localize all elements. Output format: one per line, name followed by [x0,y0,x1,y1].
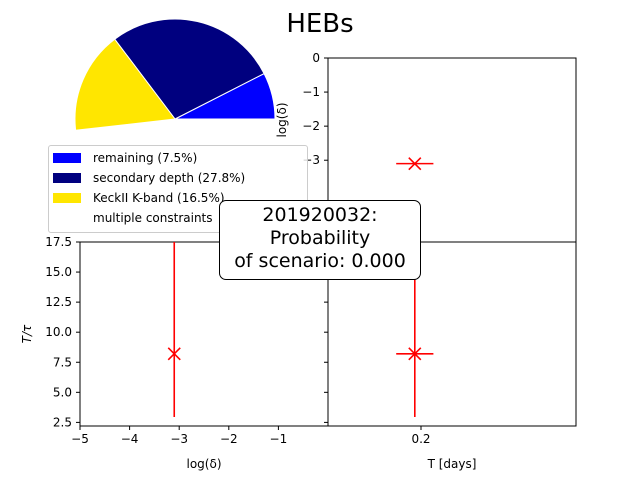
legend-item-remaining: remaining (7.5%) [53,149,197,167]
legend-item-keckii: KeckII K-band (16.5%) [53,189,225,207]
bl-ytick-label-0: 2.5 [53,415,72,429]
legend-swatch-multiple-constraints [53,213,81,223]
bl-xtick-label-3: −2 [220,432,238,446]
bl-ytick-label-2: 7.5 [53,355,72,369]
legend-swatch-keckii [53,193,81,203]
bl-xtick-label-4: −1 [270,432,288,446]
bl-xtick-label-1: −4 [121,432,139,446]
annotation-line-2: Probability [269,227,371,249]
tr-ylabel: log(δ) [275,103,289,138]
pie-chart [74,18,276,131]
bl-xtick-label-0: −5 [71,432,89,446]
br-xtick-label-0: 0.2 [411,432,430,446]
tr-ytick-label-2: −2 [302,119,320,133]
annotation-line-3: of scenario: 0.000 [234,250,406,272]
legend-label-remaining: remaining (7.5%) [93,151,198,165]
pie-slice-1 [114,18,265,120]
scenario-probability-box: 201920032: Probability of scenario: 0.00… [219,200,421,280]
legend-label-multiple-constraints: multiple constraints [93,211,213,225]
tr-ytick-label-0: 0 [312,51,320,65]
br-point-marker-0 [408,347,422,361]
figure-title: HEBs [286,9,353,39]
annotation-line-1: 201920032: [262,204,378,226]
bl-xtick-label-2: −3 [170,432,188,446]
tr-ytick-label-1: −1 [302,85,320,99]
bl-ytick-label-4: 12.5 [45,295,72,309]
plot-axes: −5 −4 −3 −2 −1 2.5 5.0 7.5 10.0 12.5 15.0 17.5 log(δ… [20,51,577,471]
bl-ylabel: T/τ [20,324,34,343]
br-xlabel: T [days] [427,457,477,471]
legend-label-keckii: KeckII K-band (16.5%) [93,191,225,205]
bl-point-marker-0 [167,347,181,361]
bl-xlabel: log(δ) [187,457,222,471]
legend-item-multiple-constraints: multiple constraints [53,209,213,227]
legend-label-secondary-depth: secondary depth (27.8%) [93,171,246,185]
bl-ytick-label-6: 17.5 [45,235,72,249]
legend-item-secondary-depth: secondary depth (27.8%) [53,169,245,187]
pie-slice-2 [74,38,176,131]
bl-ytick-label-1: 5.0 [53,385,72,399]
bl-ytick-label-5: 15.0 [45,265,72,279]
axes-frame-bottom-right [327,241,577,427]
legend-swatch-secondary-depth [53,173,81,183]
tr-point-marker-0 [408,157,422,171]
bl-ytick-label-3: 10.0 [45,325,72,339]
legend-swatch-remaining [53,153,81,163]
